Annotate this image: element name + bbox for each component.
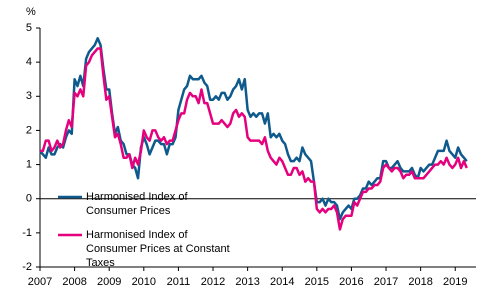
x-tick-label: 2012 bbox=[201, 276, 225, 288]
x-tick-label: 2017 bbox=[374, 276, 398, 288]
y-tick-label: 2 bbox=[26, 124, 32, 136]
x-tick-label: 2015 bbox=[305, 276, 329, 288]
y-tick-label: -2 bbox=[22, 261, 32, 273]
y-tick-label: 3 bbox=[26, 90, 32, 102]
legend-label: Harmonised Index of Consumer Prices bbox=[86, 191, 188, 217]
x-tick-label: 2018 bbox=[408, 276, 432, 288]
x-tick-label: 2008 bbox=[62, 276, 86, 288]
x-tick-label: 2016 bbox=[339, 276, 363, 288]
x-tick-label: 2010 bbox=[132, 276, 156, 288]
x-tick-label: 2014 bbox=[270, 276, 294, 288]
y-axis-label: % bbox=[26, 6, 36, 18]
y-tick-label: 5 bbox=[26, 22, 32, 34]
y-tick-label: -1 bbox=[22, 227, 32, 239]
x-tick-label: 2013 bbox=[235, 276, 259, 288]
x-tick-label: 2011 bbox=[167, 276, 191, 288]
legend-label: Harmonised Index of Consumer Prices at C… bbox=[86, 229, 230, 269]
x-tick-label: 2019 bbox=[443, 276, 467, 288]
x-tick-label: 2009 bbox=[97, 276, 121, 288]
series-line bbox=[40, 47, 468, 231]
x-tick-label: 2007 bbox=[28, 276, 52, 288]
y-tick-label: 0 bbox=[26, 193, 32, 205]
y-tick-label: 4 bbox=[26, 56, 32, 68]
y-tick-label: 1 bbox=[26, 158, 32, 170]
